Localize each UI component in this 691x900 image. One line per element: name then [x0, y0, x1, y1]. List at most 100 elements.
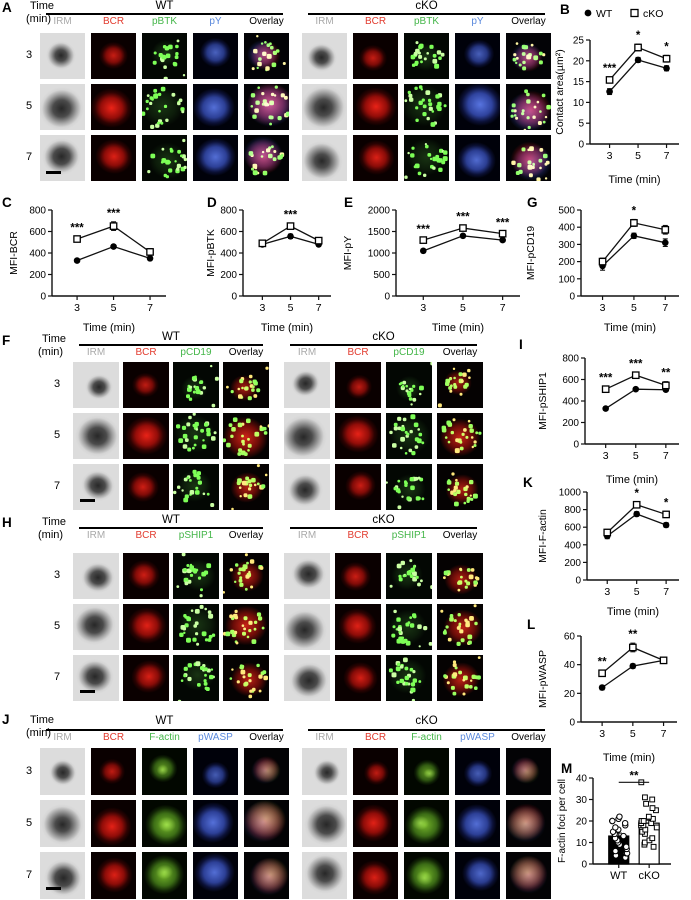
series-line-cKO	[609, 46, 667, 81]
fluorescence-blob	[284, 413, 330, 459]
fluorescence-blob	[123, 413, 169, 457]
data-point-cko	[598, 669, 606, 678]
channel-label-irm: IRM	[315, 16, 334, 27]
fluorescence-blob	[284, 469, 327, 510]
micro-cell-H-WT-7min-overlay	[223, 655, 269, 701]
x-tick-label: 7	[147, 302, 153, 314]
data-point-wt	[632, 385, 640, 393]
y-tick-label: 600	[29, 227, 46, 238]
fluorescence-blob	[335, 604, 381, 649]
significance-stars: *	[634, 488, 639, 500]
group-header-WT: WT	[155, 715, 174, 727]
fluorescence-blob	[193, 852, 238, 899]
micro-cell-H-WT-3min-irm	[73, 553, 119, 599]
fluorescence-puncta	[223, 464, 224, 465]
data-point-cko	[73, 235, 81, 243]
y-tick-label: 60	[564, 632, 576, 643]
data-point-wt	[661, 239, 669, 246]
fluorescence-blob	[337, 559, 374, 594]
micro-cell-F-WT-3min-pcd19	[173, 362, 219, 408]
channel-label-bcr: BCR	[364, 16, 387, 27]
y-tick-label: 600	[564, 523, 581, 534]
fluorescence-blob	[40, 801, 85, 847]
micro-cell-H-WT-7min-pship1	[173, 655, 219, 701]
fluorescence-puncta	[506, 135, 507, 136]
fluorescence-blob	[455, 84, 500, 130]
micro-cell-H-WT-3min-overlay	[223, 553, 269, 599]
scatter-point-wt	[620, 832, 627, 840]
fluorescence-blob	[97, 40, 129, 70]
fluorescence-blob	[356, 42, 390, 74]
channel-label-irm: IRM	[86, 347, 106, 358]
data-point-cko	[661, 381, 670, 390]
fluorescence-blob	[224, 466, 269, 509]
y-tick-label: 600	[220, 227, 237, 238]
panel-letter-E: E	[344, 195, 354, 210]
y-tick-label: 0	[569, 292, 575, 303]
y-tick-label: 0	[581, 860, 587, 871]
channel-label-overlay: Overlay	[511, 732, 546, 743]
micro-cell-J-cKO-5min-irm	[302, 800, 347, 847]
data-point-cko	[634, 43, 642, 52]
scatter-point-cko	[643, 800, 649, 807]
fluorescence-blob	[94, 855, 135, 894]
micro-cell-A-WT-7min-overlay	[244, 135, 289, 181]
chart-G: 0 100 200 300 400 500 3 5 7 Time (min) MFI-pCD19 *	[525, 205, 679, 334]
micro-cell-A-WT-5min-pbtk	[142, 84, 187, 130]
fluorescence-puncta	[223, 362, 224, 363]
data-point-wt	[633, 510, 640, 518]
micro-cell-H-cKO-5min-overlay	[437, 604, 483, 650]
fluorescence-blob	[353, 855, 397, 899]
fluorescence-blob	[228, 660, 269, 698]
fluorescence-blob	[362, 758, 392, 788]
channel-label-pwasp: pWASP	[460, 732, 495, 743]
y-axis-title: MFI-F-actin	[537, 509, 549, 563]
channel-label-bcr: BCR	[364, 732, 387, 743]
fluorescence-puncta	[173, 655, 174, 656]
x-axis-title: Time (min)	[603, 752, 655, 764]
micro-cell-A-cKO-5min-bcr	[353, 84, 398, 130]
y-tick-label: 2000	[368, 206, 391, 217]
micro-cell-A-cKO-3min-overlay	[506, 33, 551, 79]
x-tick-label: WT	[610, 870, 627, 882]
x-axis-title: Time (min)	[432, 322, 484, 334]
scatter-point-cko	[645, 813, 652, 820]
y-tick-label: 500	[558, 206, 575, 217]
y-tick-label: 25	[573, 36, 585, 47]
chart-K: 0 200 400 600 800 1000 3 5 7 Time (min) MFI-F-acti…	[537, 488, 679, 618]
fluorescence-blob	[284, 605, 330, 650]
scatter-point-cko	[641, 839, 648, 846]
fluorescence-puncta	[386, 464, 387, 465]
fluorescence-blob	[335, 413, 381, 457]
micro-cell-H-cKO-7min-bcr	[335, 655, 381, 701]
fluorescence-blob	[223, 413, 269, 459]
micro-cell-A-cKO-3min-pbtk	[404, 33, 449, 79]
micro-cell-A-WT-3min-bcr	[91, 33, 136, 79]
group-header-rule	[308, 13, 545, 15]
group-header-rule	[79, 344, 263, 346]
fluorescence-blob	[228, 372, 261, 403]
fluorescence-blob	[302, 84, 347, 130]
row-time-label: 3	[25, 764, 33, 777]
row-time-label: 5	[53, 429, 61, 441]
x-tick-label: 3	[420, 302, 426, 314]
legend-wt-label: WT	[596, 8, 613, 20]
x-axis-title: Time (min)	[607, 606, 659, 618]
channel-label-pbtk: pBTK	[151, 16, 177, 27]
channel-label-overlay: Overlay	[442, 347, 478, 358]
y-axis-title: F-actin foci per cell	[557, 779, 568, 863]
fluorescence-blob	[303, 40, 340, 76]
group-header-WT: WT	[162, 514, 180, 526]
fluorescence-blob	[174, 467, 214, 505]
micro-cell-J-WT-7min-overlay	[244, 852, 289, 899]
scatter-point-cko	[649, 805, 656, 812]
data-point-wt	[629, 662, 637, 670]
data-point-wt	[598, 684, 606, 691]
y-axis-title: Contact area(µm²)	[554, 49, 566, 134]
micro-cell-H-cKO-7min-overlay	[437, 655, 483, 701]
fluorescence-blob	[287, 366, 323, 401]
fluorescence-blob	[96, 757, 127, 786]
fluorescence-blob	[193, 135, 238, 181]
micro-cell-F-WT-3min-irm	[73, 362, 119, 408]
fluorescence-blob	[404, 84, 449, 130]
